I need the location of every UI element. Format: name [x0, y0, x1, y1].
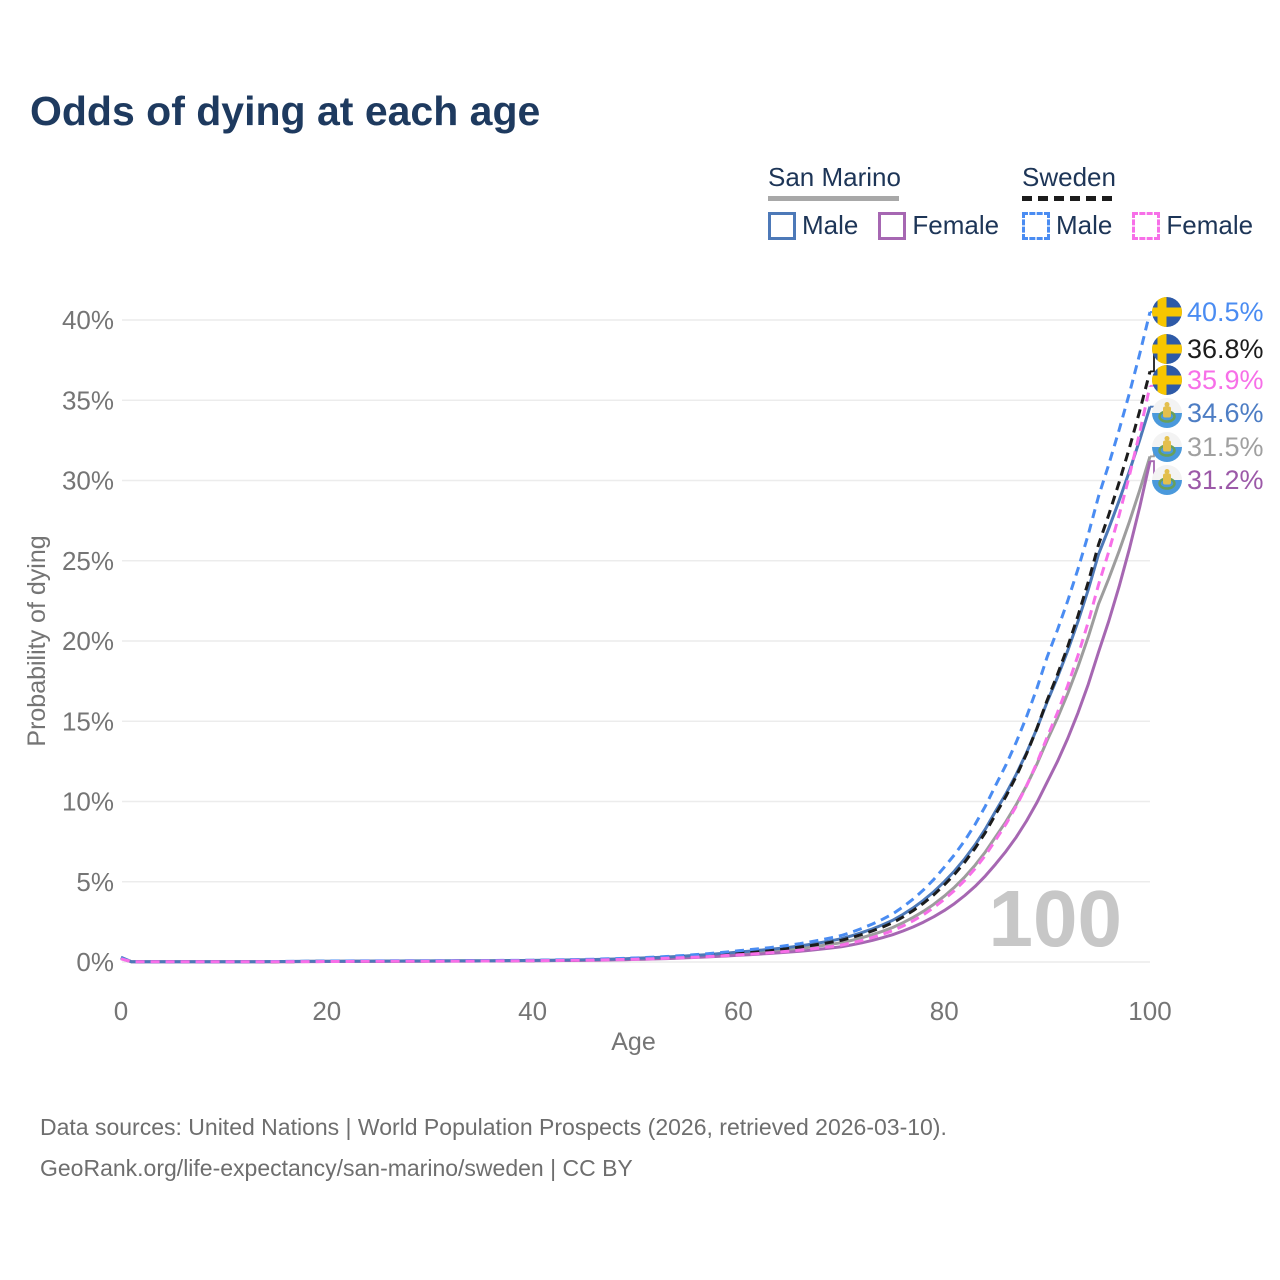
legend-label-san-marino-male[interactable]: Male — [802, 210, 859, 240]
sweden-flag-icon — [1152, 297, 1182, 327]
sweden-flag-part — [1157, 365, 1167, 395]
legend-checkbox-sweden-male[interactable] — [1022, 211, 1050, 240]
san-marino-flag-icon — [1152, 432, 1182, 462]
end-value-label-sm-male: 34.6% — [1187, 398, 1264, 428]
sweden-flag-part — [1152, 344, 1182, 354]
legend-group-san-marino: San Marino Male Female — [768, 162, 1013, 241]
end-value-label-sm-both: 31.5% — [1187, 432, 1264, 462]
data-sources-footer: Data sources: United Nations | World Pop… — [40, 1107, 947, 1189]
x-tick-label: 100 — [1128, 996, 1171, 1026]
legend-group-sweden: Sweden Male Female — [1022, 162, 1267, 241]
footer-line-1: Data sources: United Nations | World Pop… — [40, 1114, 947, 1140]
y-tick-label: 20% — [62, 626, 114, 656]
san-marino-flag-part — [1164, 402, 1170, 407]
sweden-flag-part — [1152, 375, 1182, 385]
y-tick-label: 25% — [62, 546, 114, 576]
san-marino-flag-part — [1163, 406, 1171, 418]
legend-checkbox-san-marino-female[interactable] — [878, 211, 907, 240]
x-tick-label: 20 — [312, 996, 341, 1026]
y-tick-label: 30% — [62, 466, 114, 496]
end-value-label-swe-male: 40.5% — [1187, 297, 1264, 327]
san-marino-flag-icon — [1152, 398, 1182, 428]
x-axis-title: Age — [611, 1028, 655, 1056]
y-tick-label: 10% — [62, 787, 114, 817]
sweden-flag-part — [1152, 307, 1182, 317]
san-marino-flag-part — [1163, 440, 1171, 452]
x-tick-label: 0 — [114, 996, 128, 1026]
y-tick-label: 40% — [62, 305, 114, 335]
series-line-swe-female[interactable] — [120, 385, 1152, 964]
sweden-flag-part — [1157, 297, 1167, 327]
footer-line-2[interactable]: GeoRank.org/life-expectancy/san-marino/s… — [40, 1155, 633, 1181]
san-marino-flag-part — [1164, 436, 1170, 441]
san-marino-line-key — [768, 196, 899, 201]
end-value-label-sm-female: 31.2% — [1187, 465, 1264, 495]
legend-label-sweden-female[interactable]: Female — [1166, 210, 1254, 240]
legend-row-sweden: Male Female — [1022, 210, 1267, 241]
page-title: Odds of dying at each age — [30, 88, 541, 134]
age-ticker-watermark: 100 — [989, 874, 1122, 963]
y-axis-title: Probability of dying — [23, 535, 51, 746]
legend-country-sweden[interactable]: Sweden — [1022, 162, 1116, 192]
y-tick-label: 35% — [62, 385, 114, 415]
legend-checkbox-san-marino-male[interactable] — [768, 211, 796, 240]
sweden-flag-icon — [1152, 365, 1182, 395]
legend-checkbox-sweden-female[interactable] — [1132, 211, 1161, 240]
san-marino-flag-part — [1163, 473, 1171, 485]
sweden-line-key — [1022, 196, 1112, 201]
y-tick-label: 0% — [76, 947, 114, 977]
legend-label-sweden-male[interactable]: Male — [1056, 210, 1113, 240]
x-tick-label: 80 — [930, 996, 959, 1026]
end-value-label-swe-female: 35.9% — [1187, 365, 1264, 395]
legend-row-san-marino: Male Female — [768, 210, 1013, 241]
san-marino-flag-part — [1164, 469, 1170, 474]
legend-country-san-marino[interactable]: San Marino — [768, 162, 901, 192]
end-value-label-swe-both: 36.8% — [1187, 334, 1264, 364]
sweden-flag-icon — [1152, 334, 1182, 364]
san-marino-flag-icon — [1152, 465, 1182, 495]
y-tick-label: 5% — [76, 867, 114, 897]
legend-label-san-marino-female[interactable]: Female — [912, 210, 1000, 240]
x-tick-label: 60 — [724, 996, 753, 1026]
sweden-flag-part — [1157, 334, 1167, 364]
x-tick-label: 40 — [518, 996, 547, 1026]
y-tick-label: 15% — [62, 706, 114, 736]
